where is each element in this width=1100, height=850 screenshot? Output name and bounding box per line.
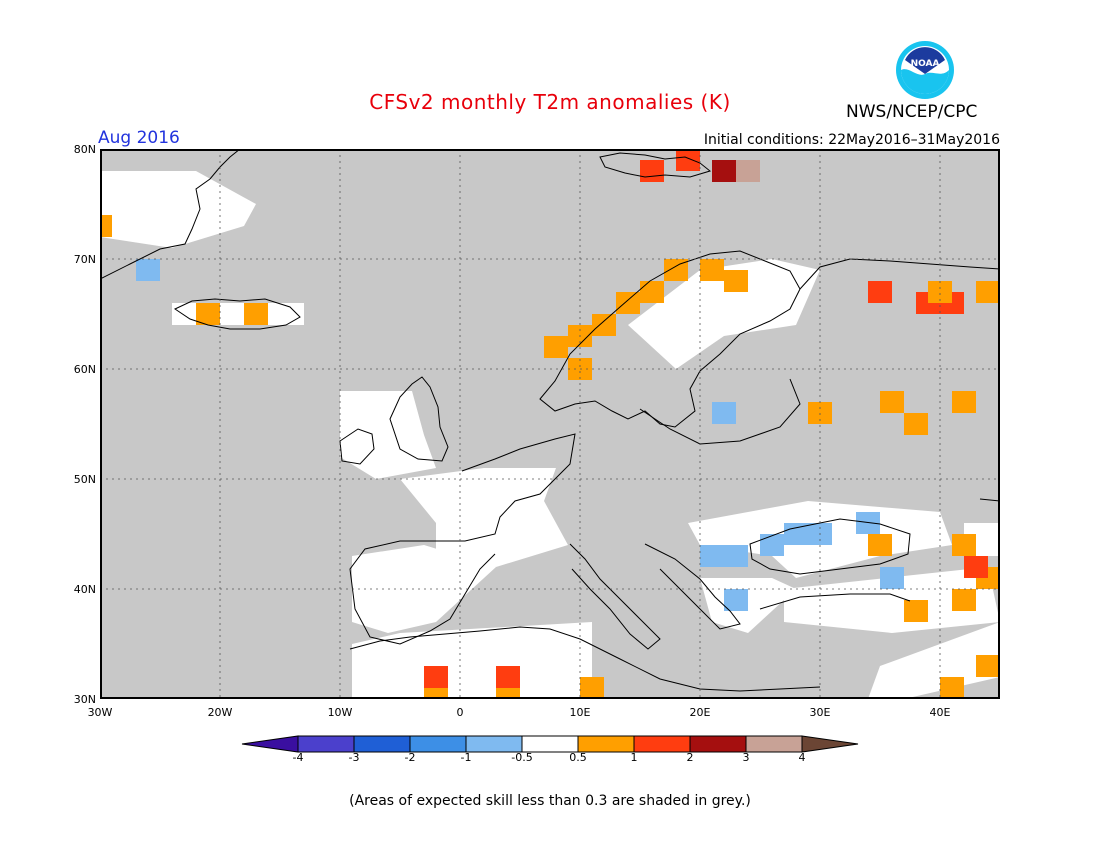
anomaly-cell <box>724 589 748 611</box>
anomaly-cell <box>640 160 664 182</box>
no-anomaly-region <box>100 171 256 248</box>
anomaly-cell <box>712 160 736 182</box>
lon-label-20w: 20W <box>207 706 233 719</box>
skill-footnote: (Areas of expected skill less than 0.3 a… <box>349 793 751 809</box>
colorbar-tick-label: -1 <box>460 751 472 764</box>
colorbar-tick-label: -4 <box>292 751 304 764</box>
colorbar-swatch <box>465 735 523 753</box>
colorbar-tick-label: 4 <box>798 751 806 764</box>
colorbar-tick-label: 0.5 <box>569 751 587 764</box>
colorbar-swatch <box>241 735 299 753</box>
anomaly-cell <box>712 402 736 424</box>
no-anomaly-regions <box>100 171 1000 699</box>
valid-month-label: Aug 2016 <box>98 128 180 148</box>
anomaly-cell <box>760 534 784 556</box>
anomaly-cell <box>904 413 928 435</box>
anomaly-cell <box>904 600 928 622</box>
anomaly-cell <box>976 281 1000 303</box>
anomaly-cell <box>724 545 748 567</box>
anomaly-cell <box>952 391 976 413</box>
anomaly-cell <box>880 391 904 413</box>
anomaly-cell <box>592 314 616 336</box>
no-anomaly-region <box>628 259 820 369</box>
no-anomaly-region <box>340 391 436 479</box>
anomaly-cell <box>940 677 964 699</box>
noaa-logo: NOAA <box>895 40 955 100</box>
anomaly-cell <box>964 556 988 578</box>
anomaly-cell <box>640 281 664 303</box>
anomaly-cell <box>196 303 220 325</box>
anomaly-cell <box>952 589 976 611</box>
lon-label-20e: 20E <box>689 706 711 719</box>
anomaly-cell <box>880 567 904 589</box>
anomaly-cell <box>676 149 700 171</box>
no-anomaly-region <box>400 468 568 567</box>
anomaly-cell <box>700 259 724 281</box>
lat-label-50n: 50N <box>73 473 96 486</box>
anomaly-cell <box>976 655 1000 677</box>
anomaly-map <box>100 149 1000 699</box>
lat-label-70n: 70N <box>73 253 96 266</box>
anomaly-cell <box>424 666 448 688</box>
colorbar-tick-label: -0.5 <box>511 751 533 764</box>
colorbar <box>241 735 859 753</box>
lon-label-30e: 30E <box>809 706 831 719</box>
colorbar-swatch <box>521 735 579 753</box>
no-anomaly-region <box>352 622 592 699</box>
anomaly-cell <box>136 259 160 281</box>
anomaly-cell <box>100 215 112 237</box>
lat-label-60n: 60N <box>73 363 96 376</box>
anomaly-cell <box>496 666 520 688</box>
anomaly-cell <box>868 281 892 303</box>
colorbar-swatch <box>297 735 355 753</box>
map-title: CFSv2 monthly T2m anomalies (K) <box>369 90 731 114</box>
anomaly-cell <box>616 292 640 314</box>
lon-label-30w: 30W <box>87 706 113 719</box>
colorbar-swatch <box>745 735 803 753</box>
anomaly-cell <box>724 270 748 292</box>
colorbar-swatch <box>353 735 411 753</box>
lon-label-10w: 10W <box>327 706 353 719</box>
map-frame <box>100 149 1000 699</box>
coastlines <box>100 149 1000 692</box>
anomaly-cell <box>928 281 952 303</box>
anomaly-cell <box>700 545 724 567</box>
anomaly-cell <box>244 303 268 325</box>
initial-conditions-label: Initial conditions: 22May2016–31May2016 <box>703 132 1000 148</box>
lon-label-10e: 10E <box>569 706 591 719</box>
no-anomaly-region <box>784 567 1000 633</box>
lon-label-0: 0 <box>456 706 464 719</box>
anomaly-cell <box>544 336 568 358</box>
colorbar-swatch <box>577 735 635 753</box>
colorbar-tick-label: 2 <box>686 751 694 764</box>
colorbar-tick-label: 1 <box>630 751 638 764</box>
no-anomaly-region <box>172 303 304 325</box>
lat-label-30n: 30N <box>73 693 96 706</box>
colorbar-tick-label: -2 <box>404 751 416 764</box>
anomaly-cells <box>100 149 1000 699</box>
anomaly-cell <box>868 534 892 556</box>
graticule <box>100 149 1000 699</box>
no-anomaly-region <box>868 622 1000 699</box>
anomaly-cell <box>952 534 976 556</box>
colorbar-swatch <box>801 735 859 753</box>
colorbar-swatch <box>633 735 691 753</box>
anomaly-cell <box>580 677 604 699</box>
lon-label-40e: 40E <box>929 706 951 719</box>
colorbar-swatch <box>689 735 747 753</box>
colorbar-swatch <box>409 735 467 753</box>
lat-label-40n: 40N <box>73 583 96 596</box>
colorbar-tick-label: -3 <box>348 751 360 764</box>
noaa-logo-text: NOAA <box>911 59 940 69</box>
anomaly-cell <box>736 160 760 182</box>
anomaly-cell <box>664 259 688 281</box>
lat-label-80n: 80N <box>73 143 96 156</box>
colorbar-tick-label: 3 <box>742 751 750 764</box>
organization-label: NWS/NCEP/CPC <box>846 102 978 122</box>
